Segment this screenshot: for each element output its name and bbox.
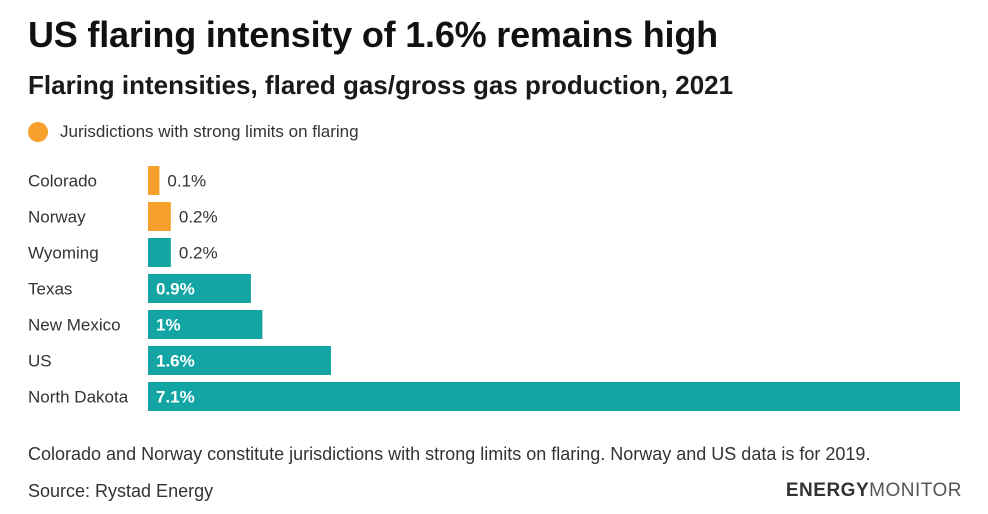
legend-label: Jurisdictions with strong limits on flar…	[60, 122, 359, 141]
value-label: 1%	[156, 316, 181, 335]
brand-logo-bold: ENERGY	[785, 480, 870, 501]
bar-chart: Colorado 0.1% Norway 0.2% Wyoming 0.2% Texas 0.…	[28, 166, 960, 411]
category-label: Wyoming	[28, 244, 99, 263]
source-text: Source: Rystad Energy	[28, 481, 214, 501]
chart-subtitle: Flaring intensities, flared gas/gross ga…	[28, 70, 734, 100]
brand-logo: ENERGYMONITOR	[786, 480, 962, 502]
category-label: Norway	[28, 208, 86, 227]
category-label: North Dakota	[28, 388, 129, 407]
category-label: US	[28, 352, 52, 371]
value-label: 7.1%	[156, 388, 195, 407]
category-label: New Mexico	[28, 316, 121, 335]
value-label: 0.9%	[156, 280, 195, 299]
footnote: Colorado and Norway constitute jurisdict…	[28, 444, 871, 464]
bar	[148, 310, 263, 339]
bar	[148, 274, 251, 303]
value-label: 1.6%	[156, 352, 195, 371]
bar	[148, 238, 171, 267]
bar	[148, 166, 160, 195]
brand-logo-light: MONITOR	[869, 480, 962, 501]
value-label: 0.1%	[167, 172, 206, 191]
legend: Jurisdictions with strong limits on flar…	[28, 122, 359, 142]
bar	[148, 346, 331, 375]
category-label: Colorado	[28, 172, 97, 191]
value-label: 0.2%	[179, 244, 218, 263]
value-label: 0.2%	[179, 208, 218, 227]
chart-title: US flaring intensity of 1.6% remains hig…	[28, 14, 718, 55]
category-label: Texas	[28, 280, 72, 299]
bar	[148, 382, 960, 411]
legend-swatch	[28, 122, 48, 142]
bar	[148, 202, 171, 231]
